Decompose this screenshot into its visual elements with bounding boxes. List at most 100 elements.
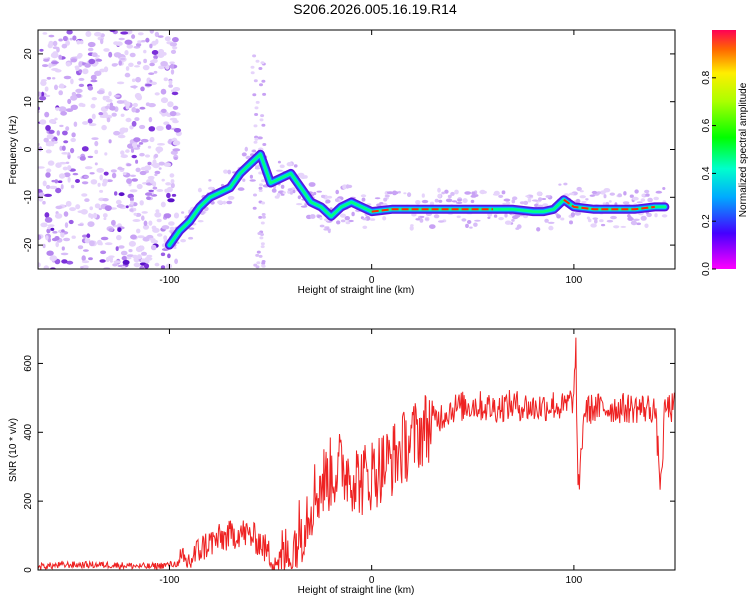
noise-blob — [252, 149, 257, 153]
noise-blob — [259, 183, 263, 187]
x-tick-label: 0 — [369, 575, 375, 586]
halo-blob — [319, 216, 323, 221]
noise-blob — [116, 100, 125, 104]
noise-blob — [174, 258, 179, 265]
noise-blob — [142, 236, 150, 242]
noise-blob — [131, 178, 138, 182]
noise-blob — [106, 179, 113, 183]
noise-blob — [104, 242, 113, 246]
halo-blob — [534, 203, 539, 207]
halo-blob — [280, 193, 285, 196]
halo-blob — [622, 201, 630, 205]
noise-blob — [44, 193, 52, 197]
halo-blob — [465, 223, 469, 228]
halo-blob — [180, 239, 187, 243]
halo-blob — [403, 192, 407, 195]
noise-blob — [258, 189, 263, 193]
halo-blob — [632, 196, 639, 201]
halo-blob — [471, 191, 476, 195]
noise-blob — [256, 250, 261, 254]
halo-blob — [289, 191, 293, 195]
halo-blob — [348, 219, 354, 223]
noise-blob — [141, 215, 145, 221]
halo-blob — [454, 189, 459, 195]
halo-blob — [589, 194, 595, 197]
noise-blob — [111, 112, 117, 117]
noise-blob — [113, 260, 122, 264]
noise-blob — [103, 48, 110, 52]
noise-blob — [67, 176, 71, 183]
halo-blob — [447, 194, 452, 199]
halo-blob — [335, 189, 340, 195]
halo-blob — [361, 197, 366, 202]
noise-blob — [45, 172, 51, 178]
halo-blob — [601, 223, 606, 227]
noise-blob — [156, 218, 162, 223]
noise-blob — [108, 257, 114, 262]
noise-blob — [261, 201, 266, 205]
noise-blob — [54, 179, 59, 184]
halo-blob — [293, 164, 298, 168]
noise-blob — [131, 142, 138, 148]
noise-blob — [70, 95, 78, 101]
noise-blob — [147, 161, 152, 166]
halo-blob — [512, 215, 519, 220]
noise-blob — [81, 255, 86, 262]
y-tick-label: 400 — [23, 424, 34, 441]
noise-blob — [89, 172, 95, 175]
noise-blob — [142, 64, 150, 71]
halo-blob — [474, 219, 481, 222]
halo-blob — [568, 192, 575, 196]
noise-blob — [104, 205, 112, 212]
halo-blob — [188, 227, 195, 230]
halo-blob — [227, 169, 231, 175]
noise-blob — [38, 166, 45, 169]
noise-blob — [87, 47, 94, 52]
halo-blob — [282, 191, 286, 194]
x-tick-label: -100 — [159, 275, 179, 286]
halo-blob — [541, 198, 547, 200]
noise-blob — [130, 200, 134, 205]
noise-blob — [136, 183, 143, 190]
noise-blob — [91, 113, 96, 120]
noise-blob — [46, 250, 54, 256]
noise-blob — [139, 200, 144, 206]
noise-blob — [172, 87, 181, 92]
halo-blob — [287, 188, 293, 192]
halo-blob — [599, 219, 604, 223]
noise-blob — [46, 168, 52, 173]
noise-blob — [84, 238, 91, 244]
noise-blob — [102, 213, 108, 218]
noise-blob — [131, 106, 137, 113]
noise-blob — [100, 38, 104, 45]
noise-blob — [77, 223, 84, 226]
noise-blob — [88, 123, 97, 127]
halo-blob — [464, 191, 472, 195]
noise-blob — [166, 192, 171, 199]
noise-blob — [114, 191, 118, 196]
halo-blob — [579, 190, 584, 193]
noise-blob — [99, 174, 103, 181]
noise-blob — [100, 236, 109, 241]
noise-blob — [154, 170, 161, 175]
noise-blob — [132, 147, 140, 150]
noise-blob — [145, 37, 150, 43]
noise-blob — [254, 135, 259, 139]
noise-blob — [69, 37, 74, 41]
noise-blob — [96, 90, 105, 95]
halo-blob — [188, 236, 194, 240]
noise-blob — [258, 215, 263, 219]
noise-blob — [163, 162, 172, 167]
noise-blob — [71, 235, 76, 239]
noise-blob — [139, 265, 145, 269]
noise-blob — [52, 46, 59, 50]
noise-blob — [156, 125, 164, 131]
halo-blob — [227, 195, 235, 200]
noise-blob — [42, 64, 49, 68]
noise-blob — [169, 173, 175, 178]
halo-blob — [603, 194, 607, 199]
noise-blob — [43, 265, 50, 269]
noise-blob — [260, 242, 265, 246]
halo-blob — [581, 201, 587, 203]
noise-blob — [167, 253, 171, 259]
